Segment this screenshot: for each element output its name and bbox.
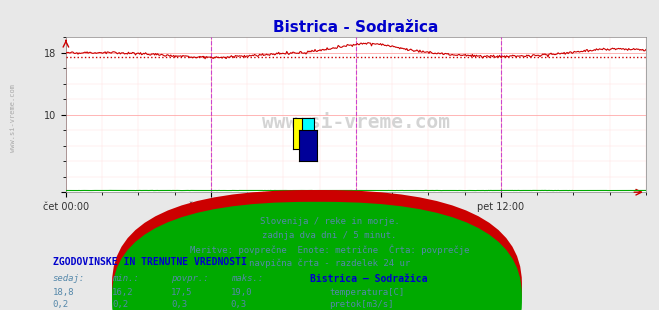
Title: Bistrica - Sodražica: Bistrica - Sodražica	[273, 20, 438, 35]
Text: 0,2: 0,2	[53, 300, 69, 309]
Text: min.:: min.:	[112, 274, 139, 283]
Text: www.si-vreme.com: www.si-vreme.com	[262, 113, 450, 132]
Text: pretok[m3/s]: pretok[m3/s]	[330, 300, 394, 309]
Text: temperatura[C]: temperatura[C]	[330, 288, 405, 297]
Text: navpična črta - razdelek 24 ur: navpična črta - razdelek 24 ur	[249, 259, 410, 268]
Text: ZGODOVINSKE IN TRENUTNE VREDNOSTI: ZGODOVINSKE IN TRENUTNE VREDNOSTI	[53, 257, 246, 267]
Text: maks.:: maks.:	[231, 274, 263, 283]
Text: 17,5: 17,5	[171, 288, 193, 297]
Text: Slovenija / reke in morje.: Slovenija / reke in morje.	[260, 217, 399, 226]
Text: 19,0: 19,0	[231, 288, 252, 297]
Text: Meritve: povprečne  Enote: metrične  Črta: povprečje: Meritve: povprečne Enote: metrične Črta:…	[190, 245, 469, 255]
Text: 0,3: 0,3	[231, 300, 246, 309]
Text: sedaj:: sedaj:	[53, 274, 85, 283]
Text: Bistrica – Sodražica: Bistrica – Sodražica	[310, 274, 427, 284]
Text: 0,3: 0,3	[171, 300, 187, 309]
Text: 0,2: 0,2	[112, 300, 128, 309]
Text: povpr.:: povpr.:	[171, 274, 209, 283]
Text: 16,2: 16,2	[112, 288, 134, 297]
Text: zadnja dva dni / 5 minut.: zadnja dva dni / 5 minut.	[262, 231, 397, 240]
Text: www.si-vreme.com: www.si-vreme.com	[10, 84, 16, 152]
Text: 18,8: 18,8	[53, 288, 74, 297]
